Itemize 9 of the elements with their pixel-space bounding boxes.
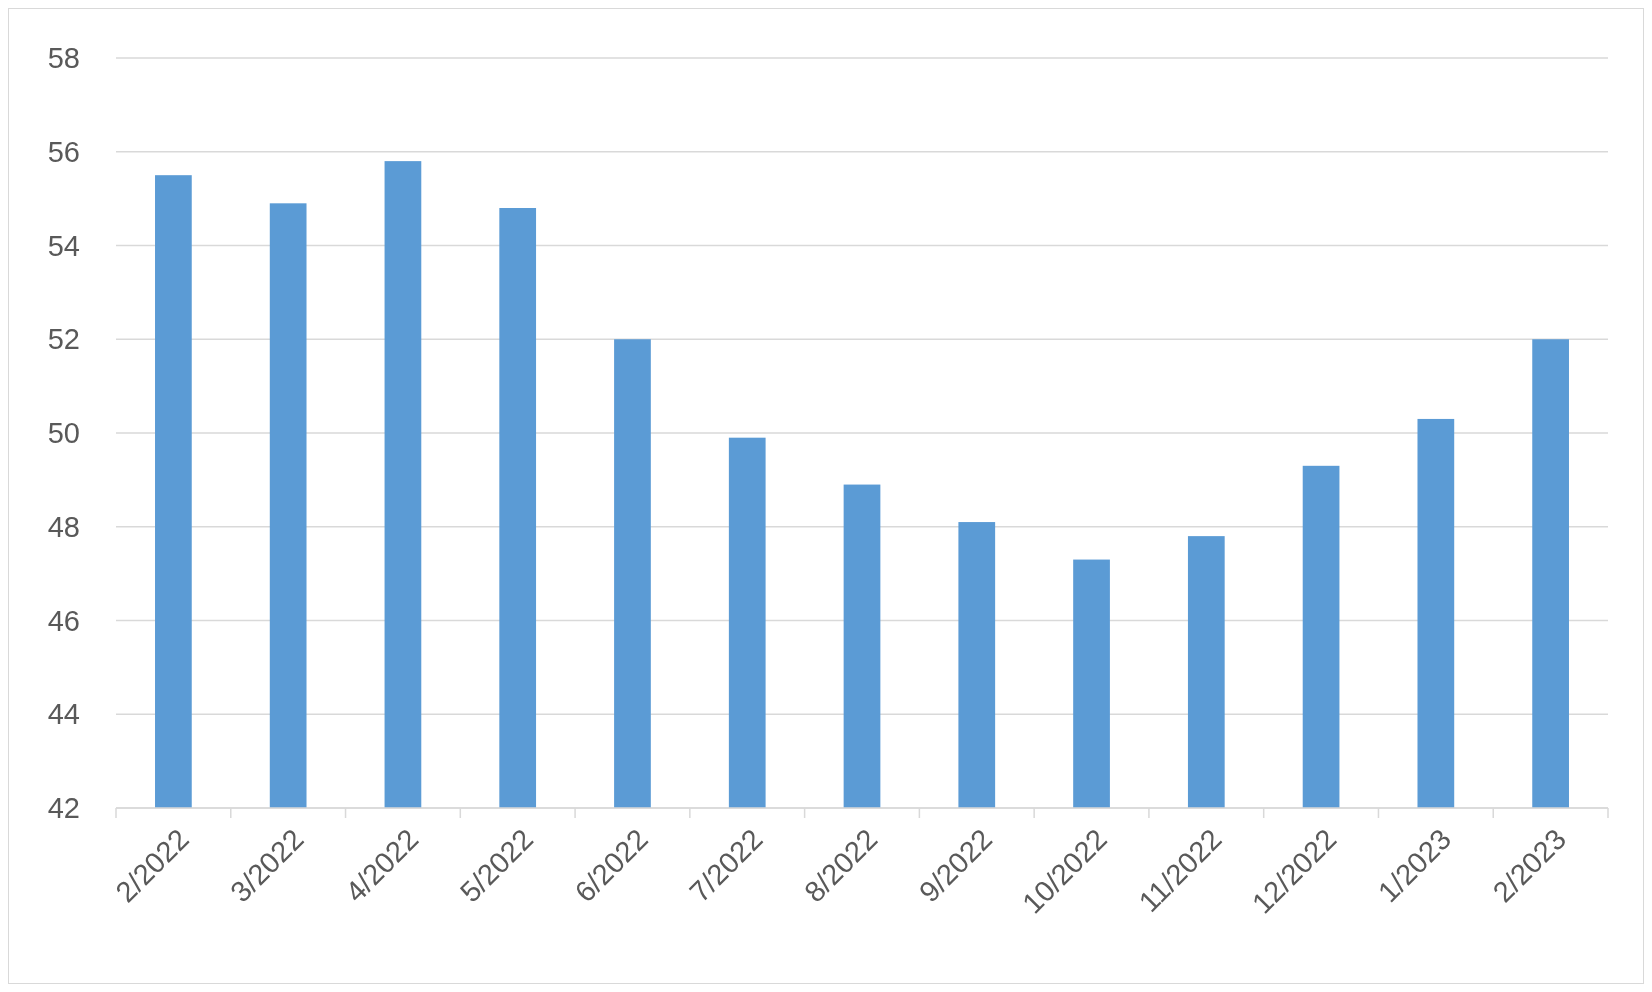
y-tick-label: 52: [47, 323, 80, 356]
y-tick-label: 44: [47, 698, 80, 731]
y-tick-label: 50: [47, 417, 80, 450]
y-tick-label: 42: [47, 792, 80, 825]
y-tick-label: 48: [47, 510, 80, 543]
y-tick-label: 58: [47, 42, 80, 75]
y-tick-label: 56: [47, 135, 80, 168]
y-tick-label: 54: [47, 229, 80, 262]
y-tick-label: 46: [47, 604, 80, 637]
